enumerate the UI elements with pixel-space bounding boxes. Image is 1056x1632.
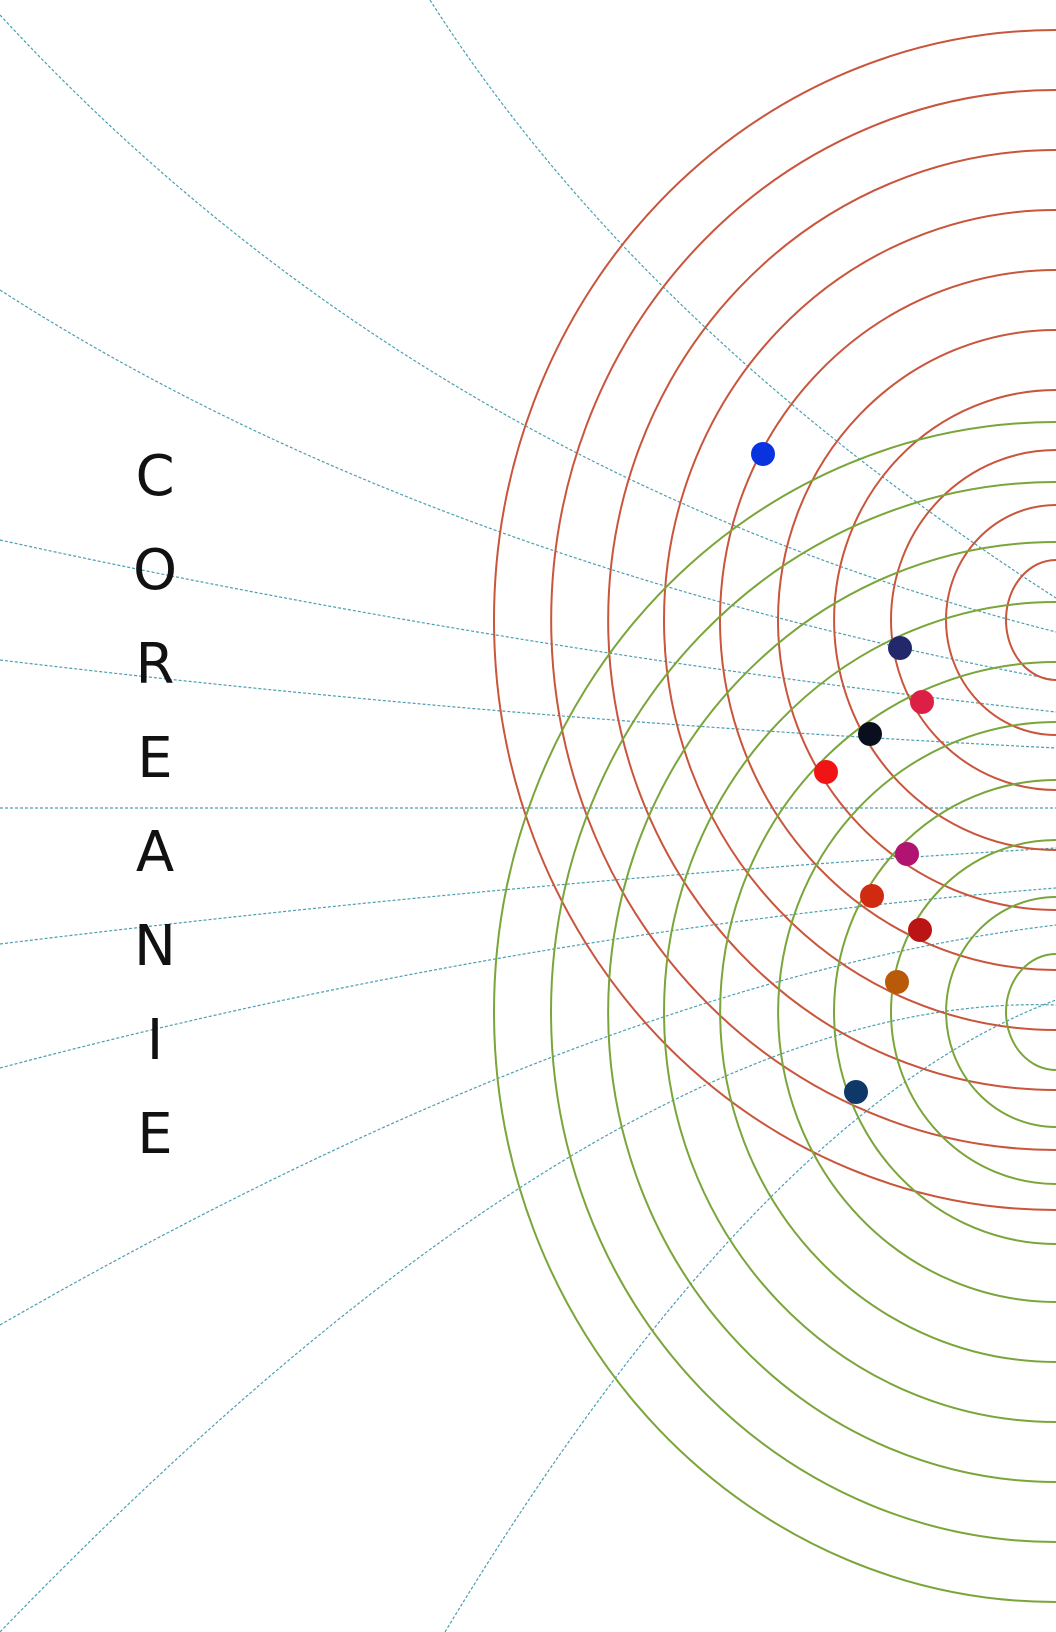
guide-line [0,539,1056,713]
title-letter: R [135,632,175,697]
guide-line [0,887,1056,1069]
marked-point [888,636,912,660]
title-letter: N [134,914,176,979]
marked-point [908,918,932,942]
top-circle-arc [550,89,1056,1151]
marked-point [858,722,882,746]
title-letter: E [137,1102,173,1167]
top-circle-arc [945,504,1056,736]
bottom-circle-arc [550,481,1056,1543]
top-circle-arc [890,449,1056,791]
marked-point [860,884,884,908]
guide-line [0,659,1056,749]
bottom-circle-arc [493,421,1056,1603]
guide-line [429,0,1056,599]
bottom-circle-arc [719,661,1056,1363]
title-letter: O [132,538,178,603]
top-circle-arc [1005,559,1056,681]
bottom-circle-arc [833,779,1056,1245]
title-letter: A [135,820,175,885]
top-circle-arc [607,149,1056,1091]
title-letter: C [135,444,175,509]
marked-point [814,760,838,784]
bottom-circle-arc [890,839,1056,1185]
marked-point [910,690,934,714]
top-circle-family [493,29,1056,1211]
bottom-circle-family [493,421,1056,1603]
guide-line [0,1004,1056,1632]
guide-line [0,289,1056,681]
marked-point [844,1080,868,1104]
guide-line [0,14,1056,633]
title-letter: I [146,1008,164,1073]
bottom-circle-arc [1005,953,1056,1071]
marked-point [885,970,909,994]
bottom-circle-arc [607,541,1056,1483]
marked-points [751,442,934,1104]
bottom-circle-arc [945,896,1056,1128]
guide-line [0,924,1056,1326]
top-circle-arc [777,329,1056,911]
bottom-circle-arc [777,721,1056,1303]
top-circle-arc [719,269,1056,971]
guide-line [0,847,1056,945]
guide-line [444,999,1056,1632]
top-circle-arc [833,389,1056,851]
marked-point [895,842,919,866]
top-circle-arc [663,209,1056,1031]
top-circle-arc [493,29,1056,1211]
bottom-circle-arc [663,601,1056,1423]
marked-point [751,442,775,466]
title-letter: E [137,726,173,791]
